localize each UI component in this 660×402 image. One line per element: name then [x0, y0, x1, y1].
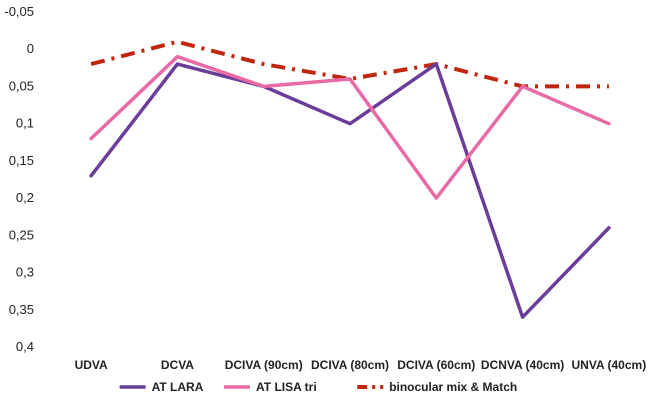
- x-category-label: DCVA: [161, 358, 194, 372]
- legend-label: AT LARA: [152, 380, 204, 394]
- x-axis-categories: UDVA DCVA DCIVA (90cm) DCIVA (80cm) DCIVA (6…: [75, 358, 647, 372]
- y-tick-label: -0,05: [4, 4, 34, 19]
- series-line-at-lara: [89, 62, 611, 319]
- y-tick-label: 0,15: [9, 153, 34, 168]
- x-category-label: DCIVA (60cm): [397, 358, 475, 372]
- y-axis-ticks: -0,05 0 0,05 0,1 0,15 0,2 0,25 0,3 0,35 0,4: [4, 4, 34, 354]
- y-tick-label: 0,25: [9, 227, 34, 242]
- legend-label: AT LISA tri: [256, 380, 317, 394]
- y-tick-label: 0: [27, 41, 34, 56]
- x-category-label: DCNVA (40cm): [481, 358, 564, 372]
- x-category-label: DCIVA (80cm): [311, 358, 389, 372]
- legend-label: binocular mix & Match: [389, 380, 517, 394]
- y-tick-label: 0,3: [16, 265, 34, 280]
- x-category-label: UDVA: [75, 358, 108, 372]
- y-tick-label: 0,2: [16, 190, 34, 205]
- series-line-at-lisa-tri: [89, 54, 611, 200]
- series-lines: [89, 39, 611, 319]
- y-tick-label: 0,1: [16, 116, 34, 131]
- legend: AT LARA AT LISA tri binocular mix & Match: [119, 380, 517, 394]
- y-tick-label: 0,4: [16, 339, 34, 354]
- x-category-label: DCIVA (90cm): [225, 358, 303, 372]
- y-tick-label: 0,05: [9, 78, 34, 93]
- x-category-label: UNVA (40cm): [572, 358, 647, 372]
- y-tick-label: 0,35: [9, 302, 34, 317]
